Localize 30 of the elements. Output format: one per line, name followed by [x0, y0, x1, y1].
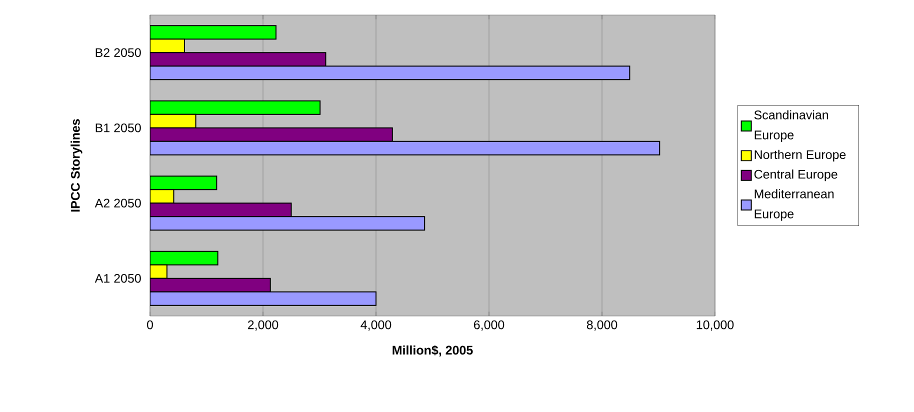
bar: [150, 250, 218, 266]
legend-label: Scandinavian Europe: [754, 110, 828, 142]
x-tick-label: 8,000: [586, 320, 618, 331]
y-tick-label: B2 2050: [96, 48, 141, 58]
bar: [150, 100, 321, 115]
bar: [150, 176, 218, 190]
y-tick-label: A1 2050: [94, 274, 141, 283]
bar: [150, 52, 326, 67]
x-tick-label: 6,000: [474, 320, 504, 331]
legend-label: Northern Europe: [754, 150, 846, 162]
bar: [150, 140, 660, 156]
y-tick-label: B1 2050: [96, 123, 141, 132]
bar: [150, 216, 426, 231]
legend-label: Central Europe: [754, 169, 838, 182]
x-axis-title: Million$, 2005: [392, 345, 473, 356]
x-tick-label: 4,000: [360, 320, 392, 331]
bar: [150, 25, 276, 40]
x-tick-label: 0: [147, 320, 153, 330]
y-axis-title: IPCC Storylines: [70, 119, 82, 212]
x-tick-label: 2,000: [248, 320, 278, 331]
bar: [150, 114, 196, 128]
legend-label: Mediterranean Europe: [754, 189, 834, 221]
bar: [150, 291, 377, 306]
bar: [150, 66, 630, 80]
x-tick-label: 10,000: [696, 320, 734, 331]
bar: [150, 38, 185, 54]
bar: [150, 202, 292, 218]
bar: [150, 278, 271, 292]
y-tick-label: A2 2050: [94, 198, 141, 208]
bar: [150, 127, 393, 142]
